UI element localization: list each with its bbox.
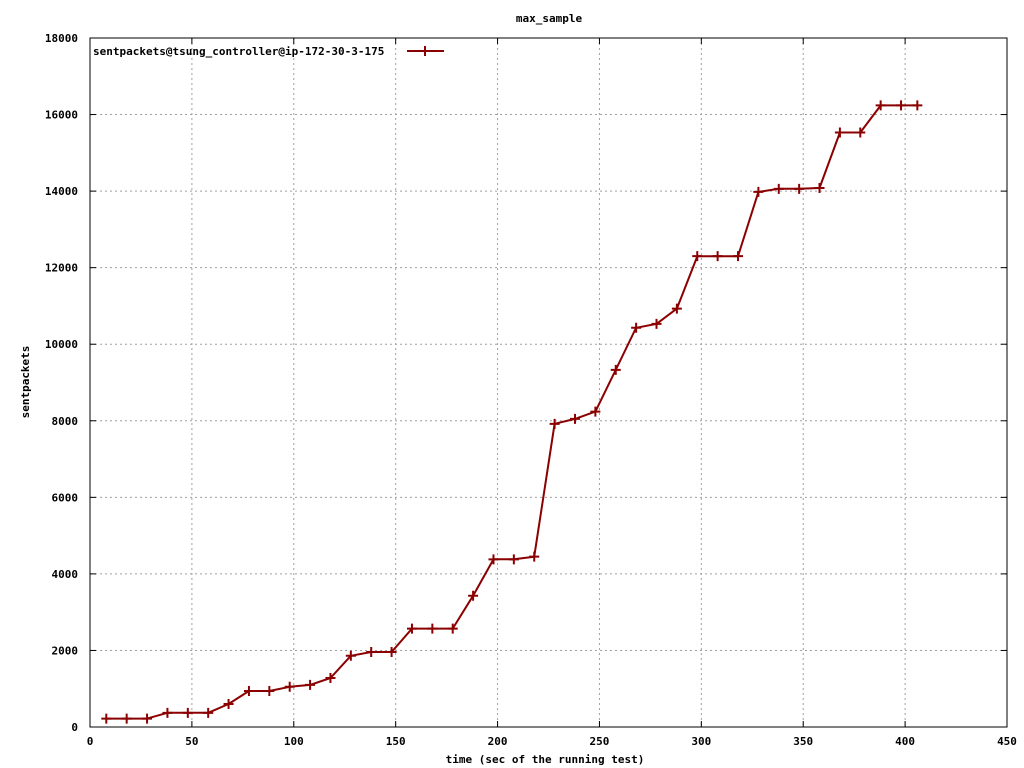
y-tick-label: 4000	[52, 568, 79, 581]
axis-ticks	[89, 37, 1008, 728]
data-point-marker	[712, 251, 723, 262]
series-layer	[101, 100, 923, 724]
x-tick-label: 350	[793, 735, 813, 748]
data-point-marker	[855, 127, 866, 138]
y-tick-label: 12000	[45, 262, 78, 275]
data-point-marker	[794, 183, 805, 194]
y-tick-label: 8000	[52, 415, 79, 428]
data-point-marker	[325, 673, 336, 684]
data-point-marker	[406, 623, 417, 634]
data-point-marker	[896, 100, 907, 111]
y-tick-label: 16000	[45, 109, 78, 122]
data-point-marker	[386, 646, 397, 657]
x-tick-label: 200	[488, 735, 508, 748]
legend-label: sentpackets@tsung_controller@ip-172-30-3…	[93, 45, 384, 58]
data-point-marker	[223, 699, 234, 710]
data-point-marker	[305, 679, 316, 690]
data-point-marker	[366, 646, 377, 657]
x-tick-label: 400	[895, 735, 915, 748]
x-axis-title: time (sec of the running test)	[446, 753, 645, 766]
chart-title: max_sample	[516, 12, 583, 25]
data-point-marker	[508, 554, 519, 565]
data-point-marker	[631, 322, 642, 333]
x-tick-label: 0	[87, 735, 94, 748]
x-tick-labels: 0 50 100 150 200 250 300 350 400 450	[87, 735, 1017, 748]
data-point-marker	[101, 713, 112, 724]
y-tick-labels: 0 2000 4000 6000 8000 10000 12000 14000 16000 180…	[45, 32, 78, 734]
data-point-marker	[590, 406, 601, 417]
data-point-marker	[733, 251, 744, 262]
plot-border	[89, 37, 1008, 728]
y-tick-label: 0	[71, 721, 78, 734]
data-point-marker	[182, 707, 193, 718]
grid-lines	[90, 38, 1007, 727]
data-point-marker	[142, 713, 153, 724]
y-axis-title: sentpackets	[19, 346, 32, 419]
data-point-marker	[549, 418, 560, 429]
y-tick-label: 14000	[45, 185, 78, 198]
data-point-marker	[610, 364, 621, 375]
y-tick-label: 18000	[45, 32, 78, 45]
data-point-marker	[834, 127, 845, 138]
x-tick-label: 450	[997, 735, 1017, 748]
series-line	[106, 104, 918, 720]
data-point-marker	[651, 318, 662, 329]
data-point-marker	[264, 686, 275, 697]
y-tick-label: 10000	[45, 338, 78, 351]
data-point-marker	[753, 186, 764, 197]
data-point-marker	[468, 590, 479, 601]
y-tick-label: 2000	[52, 644, 79, 657]
data-point-marker	[284, 681, 295, 692]
x-tick-label: 300	[691, 735, 711, 748]
x-tick-label: 250	[590, 735, 610, 748]
data-point-marker	[773, 183, 784, 194]
data-point-marker	[692, 251, 703, 262]
data-point-marker	[671, 303, 682, 314]
legend: sentpackets@tsung_controller@ip-172-30-3…	[93, 45, 444, 58]
data-point-marker	[345, 650, 356, 661]
data-point-marker	[162, 707, 173, 718]
data-point-marker	[814, 183, 825, 194]
data-point-marker	[427, 623, 438, 634]
data-point-marker	[447, 623, 458, 634]
x-tick-label: 100	[284, 735, 304, 748]
data-point-marker	[243, 686, 254, 697]
data-point-marker	[529, 551, 540, 562]
data-point-marker	[569, 413, 580, 424]
y-tick-label: 6000	[52, 491, 79, 504]
x-tick-label: 150	[386, 735, 406, 748]
x-tick-label: 50	[185, 735, 198, 748]
data-point-marker	[203, 707, 214, 718]
data-point-marker	[121, 713, 132, 724]
data-point-marker	[488, 554, 499, 565]
data-point-marker	[875, 100, 886, 111]
data-point-marker	[912, 100, 923, 111]
legend-marker	[420, 46, 430, 56]
